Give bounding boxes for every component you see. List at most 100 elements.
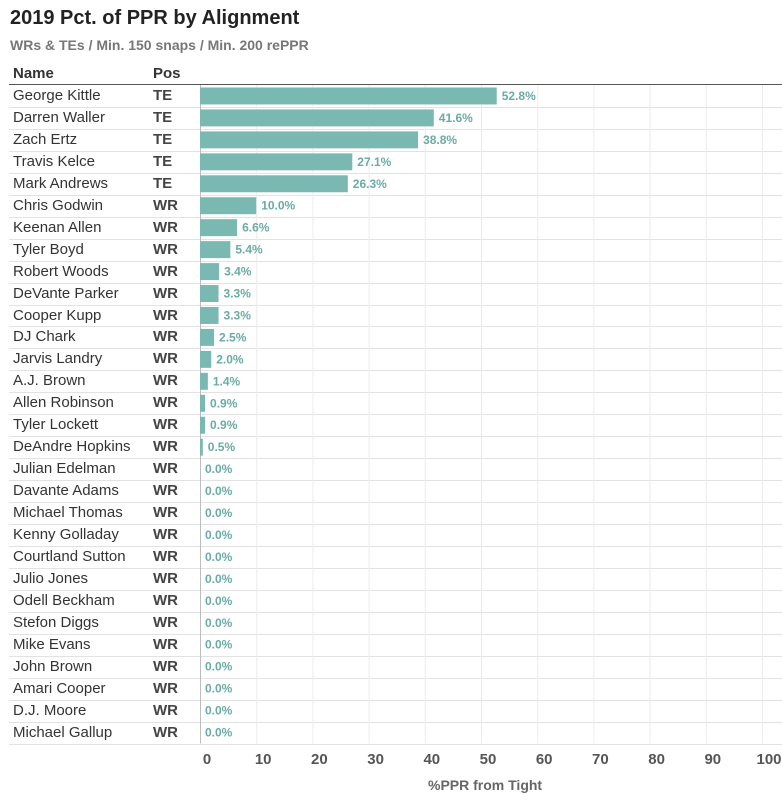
bar-value-label: 3.3% bbox=[224, 308, 252, 322]
bar bbox=[200, 438, 203, 456]
player-position: WR bbox=[153, 240, 178, 258]
bar bbox=[200, 394, 206, 412]
player-name: Mark Andrews bbox=[13, 174, 109, 192]
row-divider bbox=[9, 326, 782, 328]
player-position: WR bbox=[153, 701, 178, 719]
player-name: Julio Jones bbox=[13, 569, 89, 587]
bar-value-label: 2.5% bbox=[219, 330, 247, 344]
bar-value-label: 0.0% bbox=[205, 528, 233, 542]
bar-value-label: 0.0% bbox=[205, 506, 233, 520]
row-divider bbox=[9, 392, 782, 394]
row-divider bbox=[9, 128, 782, 130]
player-position: WR bbox=[153, 394, 178, 412]
bar-value-label: 3.3% bbox=[224, 287, 252, 301]
player-position: WR bbox=[153, 591, 178, 609]
bar-value-label: 27.1% bbox=[357, 155, 391, 169]
row-divider bbox=[9, 150, 782, 152]
player-name: Michael Thomas bbox=[13, 504, 123, 522]
row-divider bbox=[9, 260, 782, 262]
bar-value-label: 0.5% bbox=[208, 440, 236, 454]
player-name: Travis Kelce bbox=[13, 152, 95, 170]
bar bbox=[200, 285, 219, 302]
bar-value-label: 0.9% bbox=[210, 418, 238, 432]
player-position: WR bbox=[153, 350, 178, 368]
player-name: DeAndre Hopkins bbox=[13, 438, 131, 456]
bar bbox=[200, 131, 419, 149]
x-tick-label: 90 bbox=[704, 751, 721, 768]
bar-value-label: 0.0% bbox=[205, 462, 233, 476]
row-divider bbox=[9, 524, 782, 525]
player-position: WR bbox=[153, 526, 178, 543]
player-position: WR bbox=[153, 262, 178, 280]
player-name: Kenny Golladay bbox=[13, 526, 119, 543]
player-position: WR bbox=[153, 613, 178, 631]
row-divider bbox=[9, 458, 782, 460]
player-name: Mike Evans bbox=[13, 635, 91, 653]
player-name: George Kittle bbox=[13, 87, 101, 104]
row-divider bbox=[9, 172, 782, 174]
player-name: Michael Gallup bbox=[13, 723, 113, 741]
player-position: WR bbox=[153, 569, 178, 587]
player-name: Tyler Lockett bbox=[13, 416, 99, 434]
x-tick-label: 40 bbox=[423, 751, 440, 768]
row-divider bbox=[9, 567, 782, 569]
player-position: WR bbox=[153, 460, 178, 478]
bar-value-label: 2.0% bbox=[216, 352, 244, 366]
row-divider bbox=[9, 480, 782, 482]
player-name: Jarvis Landry bbox=[13, 350, 103, 368]
bar-value-label: 0.0% bbox=[205, 484, 233, 498]
player-name: D.J. Moore bbox=[13, 701, 87, 719]
bar bbox=[200, 153, 353, 171]
pos-column-header: Pos bbox=[153, 65, 181, 82]
bar-value-label: 3.4% bbox=[224, 265, 252, 279]
bar-value-label: 0.0% bbox=[205, 682, 233, 696]
player-name: Amari Cooper bbox=[13, 679, 106, 697]
bar bbox=[200, 87, 497, 105]
player-name: Keenan Allen bbox=[13, 218, 102, 236]
player-position: WR bbox=[153, 328, 178, 346]
row-divider bbox=[9, 633, 782, 635]
bar bbox=[200, 109, 434, 127]
player-position: WR bbox=[153, 504, 178, 522]
player-position: TE bbox=[153, 152, 173, 170]
row-divider bbox=[9, 436, 782, 438]
player-name: Davante Adams bbox=[13, 482, 119, 500]
x-tick-label: 50 bbox=[480, 751, 497, 768]
x-tick-label: 20 bbox=[311, 751, 328, 768]
x-tick-label: 30 bbox=[367, 751, 384, 768]
x-tick-label: 60 bbox=[536, 751, 553, 768]
row-divider bbox=[9, 106, 782, 108]
bar bbox=[200, 416, 206, 434]
x-tick-label: 80 bbox=[648, 751, 665, 768]
bar-value-label: 0.0% bbox=[205, 550, 233, 564]
player-name: A.J. Brown bbox=[13, 372, 86, 390]
player-name: Robert Woods bbox=[13, 262, 109, 280]
name-column-header: Name bbox=[13, 65, 54, 82]
player-position: TE bbox=[153, 87, 173, 104]
player-name: John Brown bbox=[13, 657, 93, 675]
row-divider bbox=[9, 611, 782, 613]
bar-value-label: 26.3% bbox=[353, 177, 387, 191]
bar bbox=[200, 328, 215, 346]
chart-title: 2019 Pct. of PPR by Alignment bbox=[10, 7, 300, 29]
bar bbox=[200, 350, 212, 368]
player-position: TE bbox=[153, 130, 173, 148]
player-name: Darren Waller bbox=[13, 108, 105, 126]
player-name: DeVante Parker bbox=[13, 284, 119, 302]
bar bbox=[200, 241, 231, 259]
bar bbox=[200, 197, 257, 215]
x-axis-title: %PPR from Tight bbox=[428, 777, 543, 793]
row-divider bbox=[9, 414, 782, 416]
bar bbox=[200, 372, 208, 390]
row-divider bbox=[9, 238, 782, 240]
player-position: WR bbox=[153, 438, 178, 456]
player-position: TE bbox=[153, 108, 173, 126]
player-position: TE bbox=[153, 174, 173, 192]
bar bbox=[200, 307, 219, 324]
bar bbox=[200, 263, 220, 281]
bar-value-label: 0.9% bbox=[210, 396, 238, 410]
x-tick-label: 10 bbox=[255, 751, 272, 768]
player-name: Courtland Sutton bbox=[13, 547, 126, 565]
bar-value-label: 0.0% bbox=[205, 704, 233, 718]
